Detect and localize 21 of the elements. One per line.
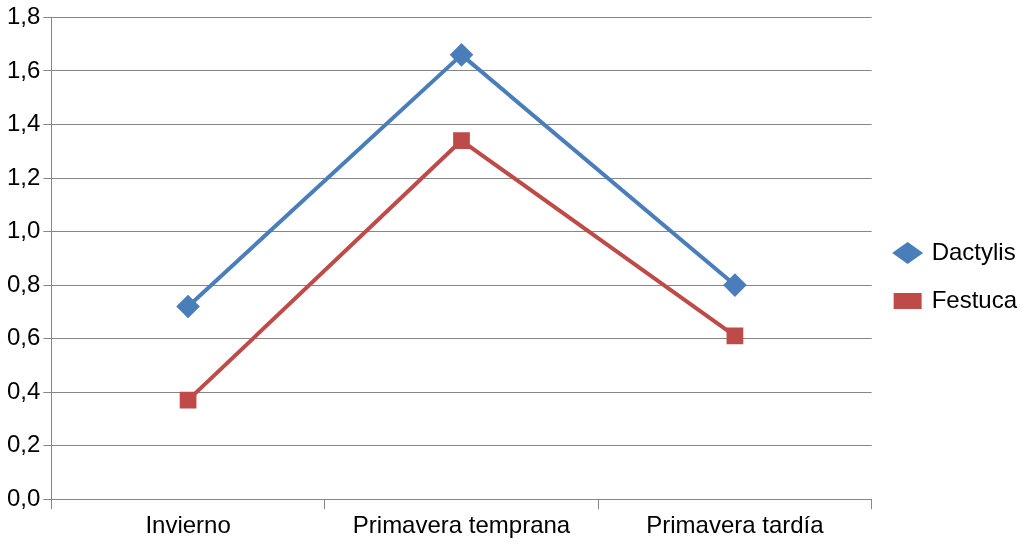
y-tick-label: 1,6 bbox=[6, 55, 41, 83]
x-tick-label: Invierno bbox=[145, 511, 231, 539]
x-tick-label: Primavera tardía bbox=[646, 511, 825, 539]
legend-label: Festuca bbox=[931, 285, 1018, 313]
point bbox=[177, 295, 200, 318]
point bbox=[450, 43, 473, 66]
y-tick-label: 1,2 bbox=[6, 162, 41, 190]
y-tick-label: 1,4 bbox=[6, 109, 41, 137]
point bbox=[453, 132, 470, 149]
point bbox=[723, 274, 746, 297]
y-tick-label: 0,8 bbox=[6, 269, 41, 297]
point bbox=[179, 391, 197, 409]
x-tick-label: Primavera temprana bbox=[352, 511, 571, 539]
y-tick-label: 0,2 bbox=[6, 430, 41, 458]
y-tick-label: 1,0 bbox=[6, 216, 41, 244]
y-tick-label: 0,6 bbox=[6, 323, 41, 351]
point bbox=[726, 327, 744, 345]
legend-label: Dactylis bbox=[931, 237, 1016, 265]
y-tick-label: 1,8 bbox=[6, 2, 41, 30]
y-tick-label: 0,4 bbox=[6, 376, 41, 404]
y-tick-label: 0,0 bbox=[6, 483, 41, 511]
